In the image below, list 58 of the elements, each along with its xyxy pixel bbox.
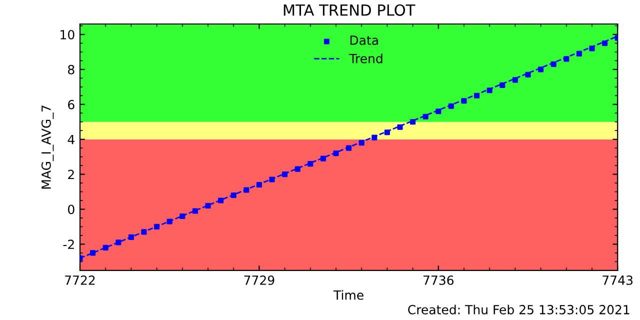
x-tick-label: 7743 (602, 275, 633, 285)
point (154, 224, 160, 230)
point (461, 98, 467, 104)
y-tick-label: -2 (63, 240, 74, 249)
point (308, 161, 314, 167)
point (358, 140, 364, 146)
y-tick-label: 0 (68, 204, 74, 214)
point (102, 244, 108, 250)
y-tick-label: 8 (68, 64, 74, 74)
y-tick-label: 4 (68, 134, 74, 144)
point (180, 213, 186, 220)
point (486, 88, 492, 94)
point (166, 218, 172, 224)
x-tick-label: 7722 (65, 275, 95, 285)
point (372, 134, 378, 140)
point (205, 202, 211, 209)
point (589, 46, 595, 52)
chart-title: MTA TREND PLOT (284, 4, 416, 16)
point (269, 176, 275, 182)
point (474, 92, 480, 98)
legend-label: Trend (349, 54, 382, 64)
point (564, 56, 570, 62)
point (230, 192, 236, 198)
point (346, 145, 352, 151)
point (218, 198, 224, 204)
point (116, 240, 122, 246)
point (90, 250, 96, 256)
point (525, 72, 531, 78)
point (602, 40, 608, 46)
point (500, 82, 506, 88)
text: Created: Thu Feb 25 13:53:05 2021 (408, 304, 630, 314)
y-tick-label: 10 (60, 30, 74, 40)
point (320, 156, 326, 162)
point (576, 50, 582, 56)
y-tick-label: 6 (68, 100, 74, 110)
x-tick-label: 7736 (424, 275, 454, 285)
point (436, 108, 442, 114)
x-tick-label: 7729 (244, 275, 274, 285)
point (422, 114, 428, 120)
point (333, 150, 339, 156)
point (397, 124, 403, 130)
point (294, 166, 300, 172)
point (538, 66, 544, 72)
point (282, 172, 288, 178)
legend-label: Data (350, 36, 378, 45)
point (192, 208, 198, 214)
y-axis-title: MAG_I_AVG_7 (41, 106, 54, 189)
y-tick-label: 2 (68, 170, 74, 180)
point (384, 130, 390, 136)
point (128, 234, 134, 240)
point (256, 182, 262, 188)
point (550, 61, 556, 67)
x-axis-title: Time (333, 290, 364, 300)
point (141, 229, 147, 235)
point (512, 77, 518, 83)
point (244, 187, 250, 193)
point (410, 119, 416, 125)
point (448, 103, 454, 109)
